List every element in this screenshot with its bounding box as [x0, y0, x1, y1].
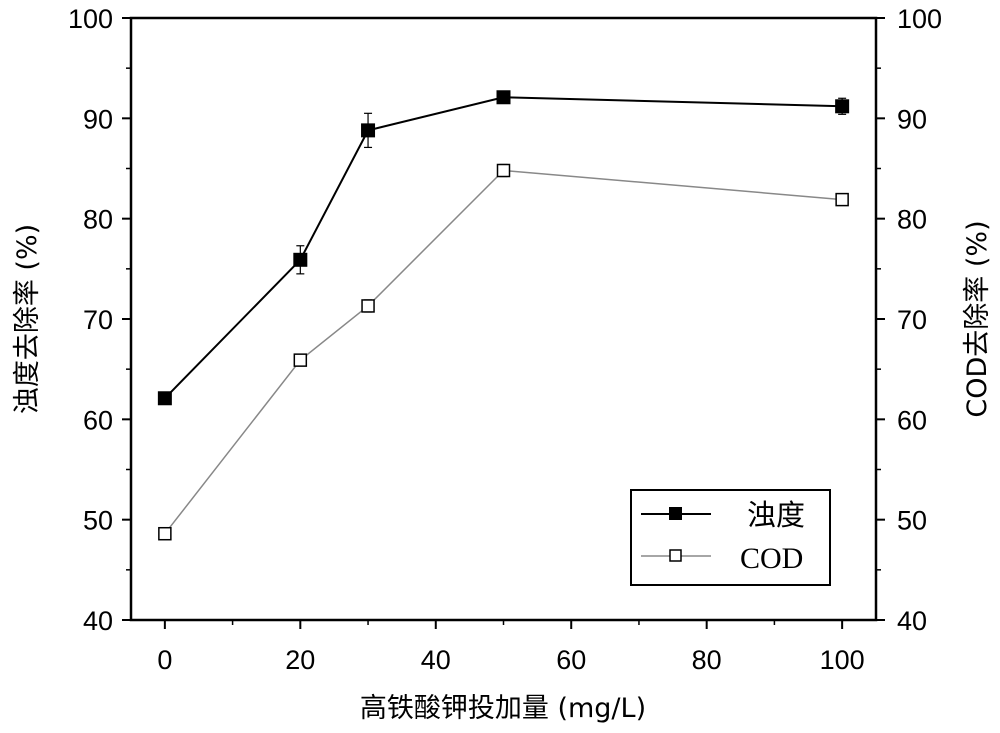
- legend-box: [630, 489, 831, 586]
- x-tick-label: 40: [421, 645, 451, 675]
- data-point: [835, 192, 849, 207]
- x-tick-label: 20: [285, 645, 315, 675]
- y-tick-label-right: 50: [897, 506, 927, 536]
- y-tick-label-right: 60: [897, 405, 927, 435]
- data-point: [361, 123, 376, 138]
- x-tick-label: 100: [820, 645, 865, 675]
- legend-label-cod: COD: [740, 542, 803, 575]
- legend-marker-turbidity: [669, 507, 682, 520]
- y-axis-title-left: 浊度去除率 (%): [12, 224, 43, 414]
- x-axis-title: 高铁酸钾投加量 (mg/L): [360, 693, 646, 724]
- y-tick-label-left: 50: [83, 506, 113, 536]
- series-layer: [157, 90, 850, 541]
- y-tick-label-left: 70: [83, 305, 113, 335]
- x-tick-label: 60: [556, 645, 586, 675]
- y-tick-label-right: 70: [897, 305, 927, 335]
- data-point: [496, 163, 511, 178]
- data-point: [835, 99, 850, 114]
- y-tick-label-right: 90: [897, 104, 927, 134]
- y-tick-label-left: 40: [83, 606, 113, 636]
- axis-tick-labels: 0 20 40 60 80 100 40 40 50 50 60 60 70 70 80 80 90 90 100 1…: [68, 4, 942, 675]
- data-point: [293, 252, 308, 267]
- data-point: [361, 299, 375, 313]
- series-line-0: [164, 96, 843, 399]
- legend: 浊度 COD: [630, 489, 831, 586]
- y-tick-label-left: 80: [83, 205, 113, 235]
- data-point: [496, 90, 511, 105]
- y-axis-title-right: COD去除率 (%): [962, 220, 993, 417]
- y-tick-label-left: 60: [83, 405, 113, 435]
- y-tick-label-left: 100: [68, 4, 113, 34]
- data-point: [293, 353, 308, 367]
- series-line-1: [164, 169, 843, 535]
- x-tick-label: 80: [692, 645, 722, 675]
- y-tick-label-right: 100: [897, 4, 942, 34]
- series-1: [158, 163, 849, 541]
- y-tick-label-left: 90: [83, 104, 113, 134]
- data-point: [158, 526, 172, 541]
- y-tick-label-right: 80: [897, 205, 927, 235]
- axis-ticks: [122, 17, 885, 629]
- x-tick-label: 0: [157, 645, 172, 675]
- data-point: [157, 391, 172, 406]
- series-0: [157, 90, 850, 406]
- y-tick-label-right: 40: [897, 606, 927, 636]
- legend-marker-cod: [669, 549, 682, 562]
- legend-label-turbidity: 浊度: [747, 498, 805, 532]
